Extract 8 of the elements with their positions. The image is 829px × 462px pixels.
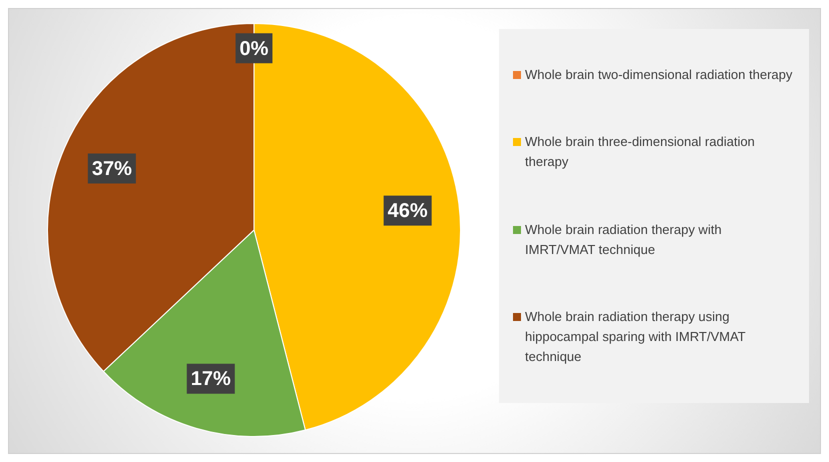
legend-label: Whole brain radiation therapy using hippocampal sparing with IMRT/VMAT technique <box>525 308 746 366</box>
legend-label: Whole brain radiation therapy with IMRT/VMAT technique <box>525 220 723 259</box>
data-label: 37% <box>92 158 132 180</box>
legend-label: Whole brain two-dimensional radiation therapy <box>525 66 792 84</box>
text: 0% <box>240 38 268 60</box>
data-label: 17% <box>190 368 232 390</box>
legend-label: Whole brain three-dimensional radiation therapy <box>525 133 756 172</box>
data-label: 46% <box>388 200 428 222</box>
